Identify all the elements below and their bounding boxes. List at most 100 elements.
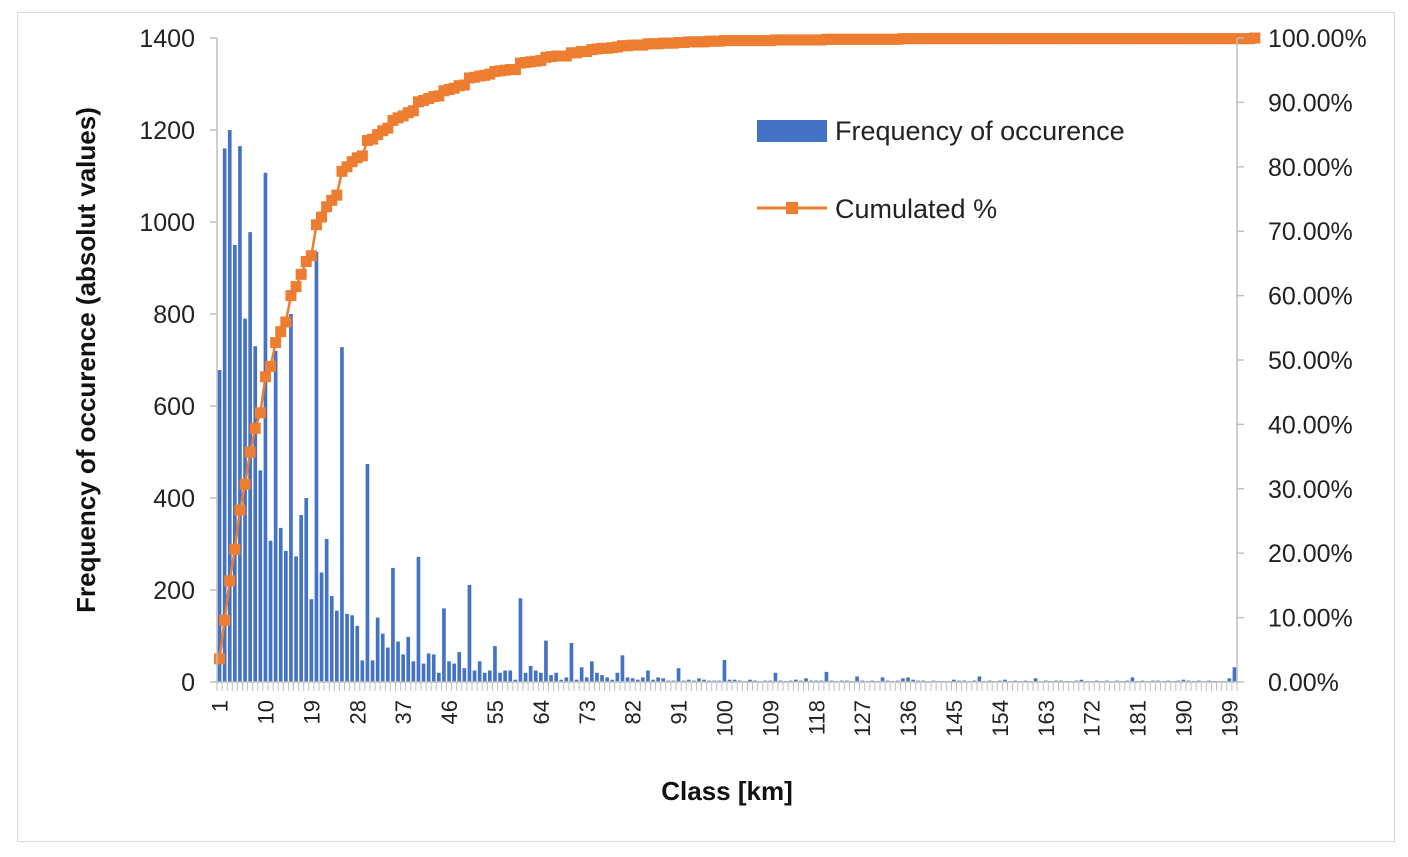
bar-class-136	[906, 677, 910, 682]
bar-class-84	[641, 677, 645, 682]
bar-class-35	[391, 567, 395, 682]
bar-class-76	[600, 675, 604, 682]
x-tick-label: 19	[299, 700, 324, 724]
bar-class-96	[702, 679, 706, 682]
x-tick-label: 10	[253, 700, 278, 724]
bar-class-110	[773, 672, 778, 682]
bar-series	[217, 130, 1237, 683]
right-tick-label: 100.00%	[1268, 25, 1367, 53]
bar-class-50	[467, 584, 472, 682]
bar-class-101	[727, 679, 732, 682]
cumulated-marker-15	[285, 290, 297, 302]
bar-class-190	[1181, 679, 1186, 682]
legend: Frequency of occurence Cumulated %	[757, 116, 1125, 224]
left-tick-label: 600	[153, 393, 195, 421]
bar-class-83	[635, 679, 640, 682]
bar-class-36	[396, 641, 400, 682]
bar-class-8	[253, 346, 258, 682]
bar-class-61	[523, 672, 528, 682]
x-tick-label: 1	[208, 700, 233, 712]
x-tick-label: 136	[896, 700, 921, 737]
bar-class-131	[880, 677, 885, 682]
x-tick-label: 145	[942, 700, 967, 737]
cumulated-marker-24	[331, 189, 343, 201]
bar-class-66	[549, 675, 553, 682]
bar-class-42	[426, 653, 431, 682]
bar-class-105	[748, 679, 752, 682]
bar-class-6	[243, 318, 247, 682]
left-tick-label: 200	[153, 577, 195, 605]
bar-class-31	[370, 660, 375, 682]
bar-class-75	[595, 672, 599, 682]
cumulated-marker-10	[259, 371, 271, 383]
x-tick-label: 55	[483, 700, 508, 724]
right-tick-label: 20.00%	[1268, 540, 1353, 568]
x-tick-label: 73	[575, 700, 600, 724]
bar-class-67	[554, 672, 558, 682]
cumulated-marker-12	[270, 337, 282, 349]
bar-class-23	[329, 595, 334, 682]
bar-class-13	[278, 527, 283, 682]
bar-class-60	[518, 598, 523, 682]
bar-class-95	[697, 678, 701, 682]
right-tick-label: 70.00%	[1268, 218, 1353, 246]
bar-class-65	[544, 640, 548, 682]
legend-line-marker	[786, 202, 798, 214]
bar-class-14	[284, 550, 288, 682]
right-tick-label: 30.00%	[1268, 476, 1353, 504]
bar-class-54	[488, 670, 492, 682]
bar-class-29	[360, 660, 365, 682]
bar-class-1	[217, 370, 222, 682]
bar-class-135	[901, 678, 905, 682]
chart-frame	[17, 12, 1395, 842]
bar-class-19	[309, 599, 314, 682]
right-tick-label: 50.00%	[1268, 347, 1353, 375]
bar-class-93	[686, 679, 691, 682]
bar-class-80	[620, 655, 625, 682]
bar-class-68	[559, 679, 564, 682]
bar-class-44	[437, 672, 441, 682]
x-tick-label: 28	[345, 700, 370, 724]
left-tick-label: 0	[181, 669, 195, 697]
bar-class-79	[615, 672, 620, 682]
cumulated-marker-1	[214, 653, 226, 665]
bar-class-17	[299, 515, 303, 682]
bar-class-56	[498, 672, 502, 682]
bar-class-21	[319, 572, 324, 682]
x-tick-label: 46	[437, 700, 462, 724]
cumulated-marker-7	[244, 446, 256, 458]
bar-class-40	[416, 556, 421, 682]
bar-class-15	[289, 314, 293, 682]
x-tick-label: 190	[1171, 700, 1196, 737]
bar-class-86	[651, 679, 655, 682]
bar-class-43	[431, 654, 436, 682]
bar-class-199	[1227, 678, 1232, 682]
bar-class-26	[345, 613, 349, 682]
bar-class-78	[610, 679, 615, 682]
right-tick-label: 10.00%	[1268, 605, 1353, 633]
bar-class-33	[380, 633, 385, 682]
bar-class-116	[804, 678, 808, 682]
bar-class-47	[452, 663, 456, 682]
right-axis-ticks: 0.00% 10.00% 20.00% 30.00% 40.00% 50.00% 60.00…	[1237, 25, 1367, 697]
left-tick-label: 1400	[139, 25, 195, 53]
cumulated-marker-22	[321, 201, 333, 213]
bar-class-12	[273, 350, 278, 682]
bar-class-63	[533, 670, 538, 682]
left-axis-ticks: 0 200 400 600 800 1000 1200 1400	[139, 25, 217, 697]
cumulated-marker-16	[290, 281, 302, 293]
cumulated-marker-14	[280, 316, 292, 328]
x-axis-ticks: 1 10 19 28 37 46 55 64 73 82 91 100 109 118 127 136 145 1…	[208, 700, 1243, 737]
x-tick-label: 163	[1034, 700, 1059, 737]
bar-class-34	[386, 647, 390, 682]
cumulated-marker-11	[265, 360, 277, 372]
legend-bar-label: Frequency of occurence	[835, 116, 1125, 146]
left-tick-label: 400	[153, 485, 195, 513]
x-tick-label: 181	[1126, 700, 1151, 737]
bar-class-200	[1232, 667, 1237, 682]
bar-class-77	[605, 677, 609, 682]
left-tick-label: 800	[153, 301, 195, 329]
bar-class-49	[462, 668, 467, 682]
cumulated-marker-18	[300, 255, 312, 267]
